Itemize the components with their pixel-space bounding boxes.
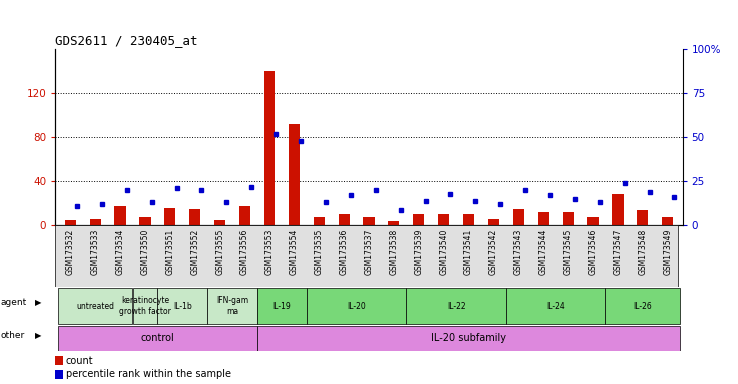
Bar xyxy=(157,288,207,324)
Text: GSM173547: GSM173547 xyxy=(613,228,622,275)
Text: count: count xyxy=(66,356,93,366)
Bar xyxy=(562,212,573,225)
Text: GSM173556: GSM173556 xyxy=(240,228,249,275)
Text: GSM173553: GSM173553 xyxy=(265,228,274,275)
Bar xyxy=(263,71,275,225)
Bar xyxy=(463,214,475,225)
Text: GSM173539: GSM173539 xyxy=(414,228,424,275)
Text: untreated: untreated xyxy=(76,301,114,311)
Text: IL-26: IL-26 xyxy=(633,301,652,311)
Text: GSM173554: GSM173554 xyxy=(290,228,299,275)
Bar xyxy=(257,288,306,324)
Text: GSM173533: GSM173533 xyxy=(91,228,100,275)
Text: GSM173532: GSM173532 xyxy=(66,228,75,275)
Text: IL-19: IL-19 xyxy=(272,301,292,311)
Bar xyxy=(513,209,524,225)
Text: GSM173548: GSM173548 xyxy=(638,228,647,275)
Text: IL-1b: IL-1b xyxy=(173,301,192,311)
Text: GSM173541: GSM173541 xyxy=(464,228,473,275)
Text: GSM173538: GSM173538 xyxy=(390,228,399,275)
Text: GSM173550: GSM173550 xyxy=(140,228,150,275)
Text: IL-22: IL-22 xyxy=(446,301,466,311)
Text: GSM173534: GSM173534 xyxy=(116,228,125,275)
Text: IFN-gam
ma: IFN-gam ma xyxy=(216,296,248,316)
Bar xyxy=(189,209,200,225)
Text: IL-24: IL-24 xyxy=(546,301,565,311)
Bar xyxy=(89,219,101,225)
Bar xyxy=(139,217,151,225)
Text: GSM173535: GSM173535 xyxy=(314,228,324,275)
Bar xyxy=(307,288,406,324)
Text: GSM173536: GSM173536 xyxy=(339,228,348,275)
Bar xyxy=(388,221,399,225)
Text: GSM173551: GSM173551 xyxy=(165,228,174,275)
Text: other: other xyxy=(1,331,25,340)
Bar xyxy=(165,208,176,225)
Bar xyxy=(133,288,157,324)
Bar xyxy=(314,217,325,225)
Text: GSM173537: GSM173537 xyxy=(365,228,373,275)
Bar xyxy=(613,194,624,225)
Text: ▶: ▶ xyxy=(35,331,41,340)
Bar xyxy=(65,220,76,225)
Bar xyxy=(438,214,449,225)
Bar xyxy=(214,220,225,225)
Bar xyxy=(363,217,375,225)
Bar xyxy=(339,214,350,225)
Bar xyxy=(58,326,257,351)
Text: GDS2611 / 230405_at: GDS2611 / 230405_at xyxy=(55,34,198,47)
Text: GSM173544: GSM173544 xyxy=(539,228,548,275)
Text: IL-20: IL-20 xyxy=(347,301,366,311)
Bar xyxy=(239,205,250,225)
Text: GSM173546: GSM173546 xyxy=(588,228,598,275)
Text: GSM173543: GSM173543 xyxy=(514,228,523,275)
Bar xyxy=(637,210,649,225)
Text: GSM173549: GSM173549 xyxy=(663,228,672,275)
Text: IL-20 subfamily: IL-20 subfamily xyxy=(431,333,506,343)
Text: keratinocyte
growth factor: keratinocyte growth factor xyxy=(119,296,171,316)
Bar xyxy=(257,326,680,351)
Text: GSM173540: GSM173540 xyxy=(439,228,448,275)
Text: GSM173552: GSM173552 xyxy=(190,228,199,275)
Bar xyxy=(207,288,257,324)
Bar xyxy=(114,205,125,225)
Text: control: control xyxy=(140,333,174,343)
Bar xyxy=(506,288,605,324)
Text: percentile rank within the sample: percentile rank within the sample xyxy=(66,369,231,379)
Text: agent: agent xyxy=(1,298,27,307)
Bar xyxy=(605,288,680,324)
Bar xyxy=(538,212,549,225)
Bar xyxy=(413,214,424,225)
Bar xyxy=(55,370,63,379)
Bar xyxy=(587,217,599,225)
Text: GSM173555: GSM173555 xyxy=(215,228,224,275)
Text: GSM173542: GSM173542 xyxy=(489,228,498,275)
Bar xyxy=(662,217,673,225)
Bar xyxy=(407,288,506,324)
Bar xyxy=(289,124,300,225)
Bar xyxy=(55,356,63,365)
Text: ▶: ▶ xyxy=(35,298,41,307)
Text: GSM173545: GSM173545 xyxy=(564,228,573,275)
Bar xyxy=(488,219,499,225)
Bar xyxy=(58,288,132,324)
